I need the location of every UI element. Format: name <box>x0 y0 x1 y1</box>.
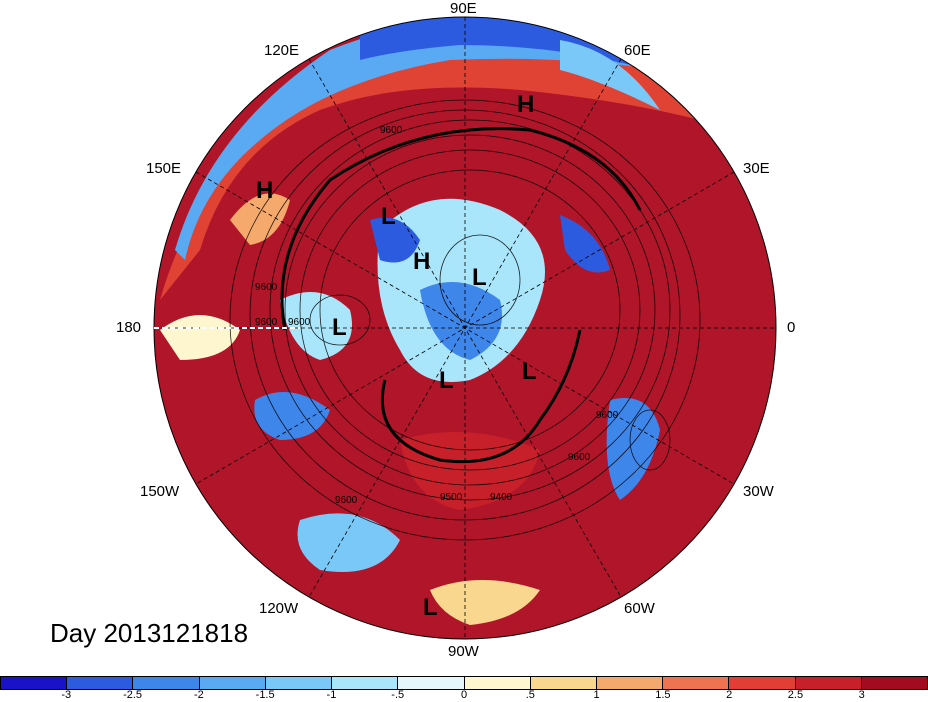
contour-label: 9600 <box>380 125 403 136</box>
colorbar-tick-label: 3 <box>858 689 865 701</box>
lon-label-150w: 150W <box>140 483 180 500</box>
low-pressure-label: L <box>423 594 438 621</box>
geopotential-contours <box>229 99 701 541</box>
colorbar-box <box>729 677 796 689</box>
low-pressure-label: L <box>332 314 347 341</box>
low-pressure-label: L <box>381 203 396 230</box>
colorbar-box <box>663 677 730 689</box>
colorbar-tick-label: -2 <box>193 689 204 701</box>
colorbar-box <box>530 677 597 689</box>
colorbar-tick-label: 2 <box>726 689 733 701</box>
lon-label-90e: 90E <box>450 0 477 17</box>
lon-label-30e: 30E <box>743 160 770 177</box>
colorbar-box <box>861 677 928 689</box>
low-pressure-label: L <box>472 264 487 291</box>
colorbar-box <box>464 677 531 689</box>
contour-label: 9600 <box>288 317 311 328</box>
colorbar-box <box>795 677 862 689</box>
jet-contours <box>280 127 642 464</box>
colorbar-tick-label: .5 <box>525 689 535 701</box>
colorbar-box <box>398 677 465 689</box>
lon-label-90w: 90W <box>448 643 479 660</box>
contour-label: 9600 <box>255 317 278 328</box>
colorbar-tick-label: -3 <box>61 689 72 701</box>
colorbar <box>0 676 928 690</box>
high-pressure-label: H <box>413 248 431 275</box>
contour-labels: 9600 9600 9600 9600 9600 9500 9400 9600 … <box>255 125 619 506</box>
high-pressure-label: H <box>517 91 535 118</box>
colorbar-tick-label: 1 <box>593 689 600 701</box>
lon-label-120e: 120E <box>264 42 300 59</box>
low-pressure-label: L <box>439 367 454 394</box>
high-pressure-label: H <box>256 177 274 204</box>
contour-label: 9500 <box>440 492 463 503</box>
polar-map: 9600 9600 9600 9600 9600 9500 9400 9600 … <box>153 16 777 640</box>
colorbar-tick-label: 2.5 <box>787 689 804 701</box>
lon-label-0: 0 <box>787 319 796 336</box>
contour-label: 9600 <box>568 452 591 463</box>
colorbar-tick-label: -2.5 <box>123 689 143 701</box>
lon-label-30w: 30W <box>743 483 774 500</box>
colorbar-box <box>596 677 664 689</box>
contour-label: 9600 <box>255 282 278 293</box>
colorbar-box <box>332 677 399 689</box>
colorbar-box <box>1 677 68 689</box>
colorbar-box <box>265 677 333 689</box>
map-title: Day 2013121818 <box>50 618 249 648</box>
lon-label-60w: 60W <box>624 600 655 617</box>
lon-label-60e: 60E <box>624 42 651 59</box>
colorbar-box <box>199 677 266 689</box>
contour-label: 9600 <box>335 495 358 506</box>
lon-label-180: 180 <box>116 319 142 336</box>
lon-label-120w: 120W <box>259 600 299 617</box>
colorbar-tick-label: -.5 <box>391 689 405 701</box>
low-pressure-label: L <box>522 358 537 385</box>
colorbar-tick-label: 0 <box>460 689 468 701</box>
colorbar-tick-label: -1 <box>326 689 337 701</box>
colorbar-box <box>133 677 200 689</box>
contour-label: 9400 <box>490 492 513 503</box>
colorbar-tick-label: 1.5 <box>655 689 671 701</box>
colorbar-box <box>67 677 134 689</box>
contour-label: 9600 <box>596 410 619 421</box>
graticule <box>154 17 776 639</box>
colorbar-tick-label: -1.5 <box>255 689 275 701</box>
lon-label-150e: 150E <box>146 160 182 177</box>
